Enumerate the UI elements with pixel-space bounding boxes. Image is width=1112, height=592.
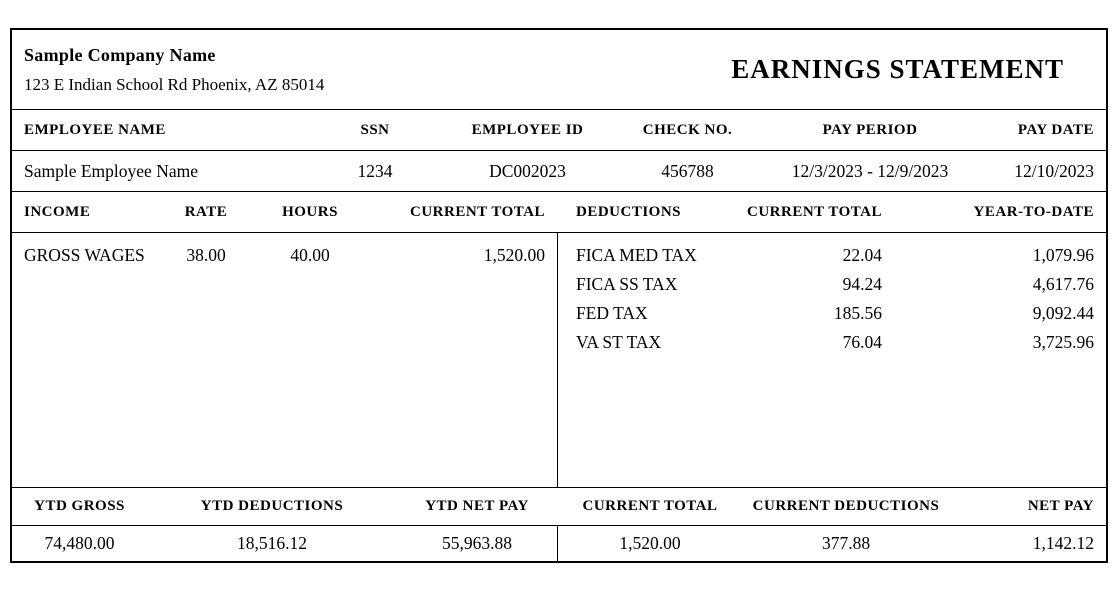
summary-values-right-group: 1,520.00 377.88 1,142.12: [558, 526, 1106, 561]
summary-current-deductions-header: CURRENT DEDUCTIONS: [752, 498, 940, 514]
deduction-name: FICA MED TAX: [576, 245, 697, 265]
employee-name-header: EMPLOYEE NAME: [24, 121, 166, 138]
pay-period-value: 12/3/2023 - 12/9/2023: [791, 160, 949, 181]
ytd-gross-value: 74,480.00: [44, 533, 115, 553]
ssn-value: 1234: [357, 160, 393, 181]
check-no-header: CHECK NO.: [642, 121, 733, 138]
deduction-row: FICA SS TAX 94.24 4,617.76: [558, 270, 1106, 299]
company-header-section: Sample Company Name 123 E Indian School …: [12, 30, 1106, 110]
income-current-total-header: CURRENT TOTAL: [409, 203, 545, 220]
deduction-row: VA ST TAX 76.04 3,725.96: [558, 328, 1106, 357]
net-pay-header: NET PAY: [1027, 498, 1094, 514]
summary-current-total-header: CURRENT TOTAL: [582, 498, 718, 514]
ssn-header: SSN: [360, 121, 390, 138]
employee-id-header: EMPLOYEE ID: [471, 121, 584, 138]
deduction-row: FED TAX 185.56 9,092.44: [558, 299, 1106, 328]
income-section: GROSS WAGES 38.00 40.00 1,520.00: [12, 233, 558, 487]
deduction-year-to-date: 4,617.76: [1032, 274, 1094, 294]
pay-date-value: 12/10/2023: [1014, 160, 1094, 181]
summary-current-total-value: 1,520.00: [619, 533, 681, 553]
pay-date-header: PAY DATE: [1017, 121, 1094, 138]
deductions-header-group: DEDUCTIONS CURRENT TOTAL YEAR-TO-DATE: [558, 192, 1106, 232]
net-pay-value: 1,142.12: [1032, 533, 1094, 553]
deduction-name: FED TAX: [576, 303, 648, 323]
deduction-name: VA ST TAX: [576, 332, 662, 352]
deduction-current-total: 22.04: [842, 245, 882, 265]
deduction-current-total: 94.24: [842, 274, 882, 294]
earnings-row: GROSS WAGES 38.00 40.00 1,520.00: [12, 241, 557, 270]
deductions-section: FICA MED TAX 22.04 1,079.96 FICA SS TAX …: [558, 233, 1106, 487]
employee-name-value: Sample Employee Name: [24, 160, 198, 181]
deduction-row: FICA MED TAX 22.04 1,079.96: [558, 241, 1106, 270]
summary-header-left-group: YTD GROSS YTD DEDUCTIONS YTD NET PAY: [12, 488, 558, 525]
summary-current-deductions-value: 377.88: [821, 533, 871, 553]
income-header: INCOME: [24, 203, 91, 220]
pay-period-header: PAY PERIOD: [822, 121, 918, 138]
earnings-statement-document: Sample Company Name 123 E Indian School …: [10, 28, 1108, 563]
income-rate-value: 38.00: [186, 245, 226, 265]
ytd-net-pay-value: 55,963.88: [442, 533, 512, 553]
summary-values-left-group: 74,480.00 18,516.12 55,963.88: [12, 526, 558, 561]
deduction-year-to-date: 1,079.96: [1032, 245, 1094, 265]
ytd-gross-header: YTD GROSS: [34, 498, 125, 514]
deduction-current-total: 76.04: [842, 332, 882, 352]
deduction-current-total: 185.56: [833, 303, 882, 323]
earnings-deductions-header-row: INCOME RATE HOURS CURRENT TOTAL DEDUCTIO…: [12, 192, 1106, 233]
hours-header: HOURS: [282, 203, 338, 220]
income-current-total-value: 1,520.00: [483, 245, 545, 265]
employee-id-value: DC002023: [489, 160, 566, 181]
ytd-net-pay-header: YTD NET PAY: [425, 498, 529, 514]
deduction-year-to-date: 9,092.44: [1032, 303, 1094, 323]
deductions-current-total-header: CURRENT TOTAL: [746, 203, 882, 220]
employee-info-values-row: Sample Employee Name 1234 DC002023 45678…: [12, 151, 1106, 192]
summary-values-row: 74,480.00 18,516.12 55,963.88 1,520.00 3…: [12, 526, 1106, 561]
deductions-header: DEDUCTIONS: [576, 203, 682, 220]
income-hours-value: 40.00: [290, 245, 330, 265]
summary-header-right-group: CURRENT TOTAL CURRENT DEDUCTIONS NET PAY: [558, 488, 1106, 525]
company-name: Sample Company Name: [24, 44, 216, 65]
company-address: 123 E Indian School Rd Phoenix, AZ 85014: [24, 74, 325, 94]
rate-header: RATE: [184, 203, 228, 220]
check-no-value: 456788: [661, 160, 714, 181]
ytd-deductions-value: 18,516.12: [237, 533, 307, 553]
company-block: Sample Company Name 123 E Indian School …: [12, 45, 324, 95]
income-item-label: GROSS WAGES: [24, 245, 145, 265]
statement-title: EARNINGS STATEMENT: [731, 54, 1064, 84]
ytd-deductions-header: YTD DEDUCTIONS: [200, 498, 344, 514]
summary-header-row: YTD GROSS YTD DEDUCTIONS YTD NET PAY CUR…: [12, 488, 1106, 526]
employee-info-header-row: EMPLOYEE NAME SSN EMPLOYEE ID CHECK NO. …: [12, 110, 1106, 151]
deduction-name: FICA SS TAX: [576, 274, 678, 294]
earnings-deductions-body: GROSS WAGES 38.00 40.00 1,520.00 FICA ME…: [12, 233, 1106, 488]
income-header-group: INCOME RATE HOURS CURRENT TOTAL: [12, 192, 558, 232]
deduction-year-to-date: 3,725.96: [1032, 332, 1094, 352]
year-to-date-header: YEAR-TO-DATE: [973, 203, 1094, 220]
